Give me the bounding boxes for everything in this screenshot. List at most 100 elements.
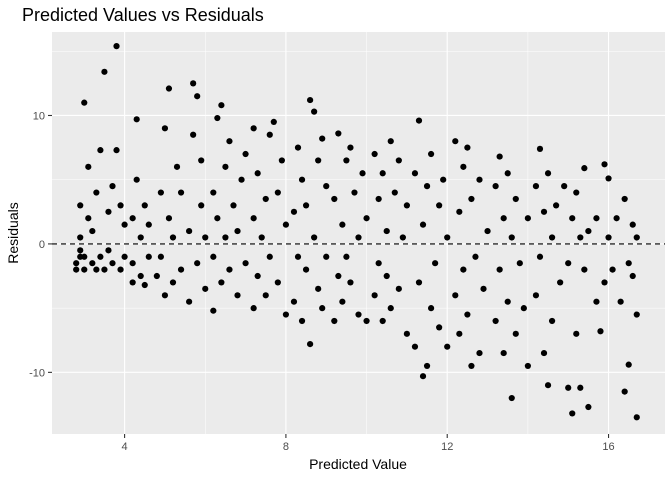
data-point: [129, 215, 136, 222]
x-tick-label: 16: [602, 441, 614, 453]
data-point: [302, 266, 310, 273]
data-point: [633, 234, 640, 241]
data-point: [605, 234, 612, 241]
data-point: [395, 157, 402, 164]
data-point: [177, 266, 185, 273]
data-point: [609, 266, 616, 273]
y-tick-label: 10: [33, 110, 45, 122]
data-point: [73, 266, 80, 273]
y-tick-label: -10: [29, 367, 45, 379]
grid-minor: [52, 32, 665, 434]
data-point: [593, 215, 600, 222]
data-point: [544, 382, 552, 389]
data-point: [617, 298, 624, 305]
data-point: [383, 227, 390, 235]
data-point: [307, 96, 314, 104]
data-point: [226, 138, 233, 145]
data-point: [161, 125, 169, 132]
data-point: [371, 150, 378, 158]
data-point: [524, 215, 531, 222]
data-point: [347, 144, 354, 151]
x-axis: 4 8 12 16: [122, 434, 615, 453]
data-point: [169, 234, 177, 241]
data-point: [504, 170, 511, 177]
data-point: [427, 150, 435, 158]
data-point: [117, 266, 124, 273]
data-point: [548, 234, 556, 241]
data-point: [81, 253, 88, 260]
data-point: [633, 414, 640, 421]
data-point: [278, 157, 285, 164]
data-point: [77, 247, 84, 254]
data-point: [625, 260, 632, 267]
data-point: [351, 189, 358, 196]
data-point: [210, 307, 217, 314]
data-point: [311, 108, 318, 115]
data-point: [105, 247, 112, 254]
data-point: [565, 260, 572, 267]
data-point: [484, 227, 491, 235]
data-point: [544, 170, 552, 177]
data-point: [436, 202, 443, 209]
data-point: [577, 384, 584, 391]
data-point: [585, 227, 592, 235]
data-point: [557, 279, 564, 286]
data-point: [427, 305, 435, 312]
data-point: [444, 234, 451, 241]
data-point: [210, 253, 217, 260]
data-point: [266, 253, 273, 260]
data-point: [250, 125, 257, 132]
data-point: [234, 292, 241, 299]
data-point: [331, 317, 338, 325]
data-point: [423, 183, 431, 190]
data-point: [440, 176, 447, 183]
data-point: [581, 165, 588, 172]
data-point: [379, 170, 386, 177]
data-point: [512, 330, 519, 337]
data-point: [532, 183, 540, 190]
data-point: [262, 195, 269, 203]
data-point: [311, 234, 318, 241]
data-point: [234, 227, 241, 235]
data-point: [129, 260, 136, 267]
data-point: [319, 305, 326, 312]
data-point: [298, 176, 306, 183]
data-point: [375, 260, 382, 267]
data-point: [500, 215, 507, 222]
data-point: [121, 221, 128, 228]
data-point: [250, 215, 257, 222]
y-tick-label: 0: [39, 239, 45, 251]
data-point: [597, 328, 604, 335]
data-point: [573, 330, 580, 337]
data-point: [331, 195, 338, 203]
data-point: [198, 202, 205, 209]
data-point: [460, 163, 467, 170]
data-point: [282, 221, 290, 228]
data-point: [302, 202, 310, 209]
data-point: [601, 161, 608, 168]
data-point: [222, 163, 229, 170]
data-point: [133, 116, 140, 123]
data-point: [411, 343, 419, 350]
data-point: [262, 292, 269, 299]
data-point: [355, 311, 362, 318]
data-point: [403, 330, 410, 337]
data-point: [145, 253, 152, 260]
data-point: [371, 292, 378, 299]
data-point: [621, 388, 628, 395]
data-point: [214, 114, 221, 122]
data-point: [157, 253, 164, 260]
data-point: [625, 361, 632, 368]
data-point: [238, 176, 245, 183]
data-point: [553, 202, 560, 209]
data-point: [165, 85, 173, 92]
data-point: [605, 175, 612, 182]
data-point: [383, 272, 390, 280]
chart-title: Predicted Values vs Residuals: [22, 5, 264, 25]
data-point: [520, 305, 527, 312]
data-point: [315, 157, 322, 164]
data-point: [601, 279, 608, 286]
data-point: [81, 266, 88, 273]
data-point: [423, 362, 431, 370]
